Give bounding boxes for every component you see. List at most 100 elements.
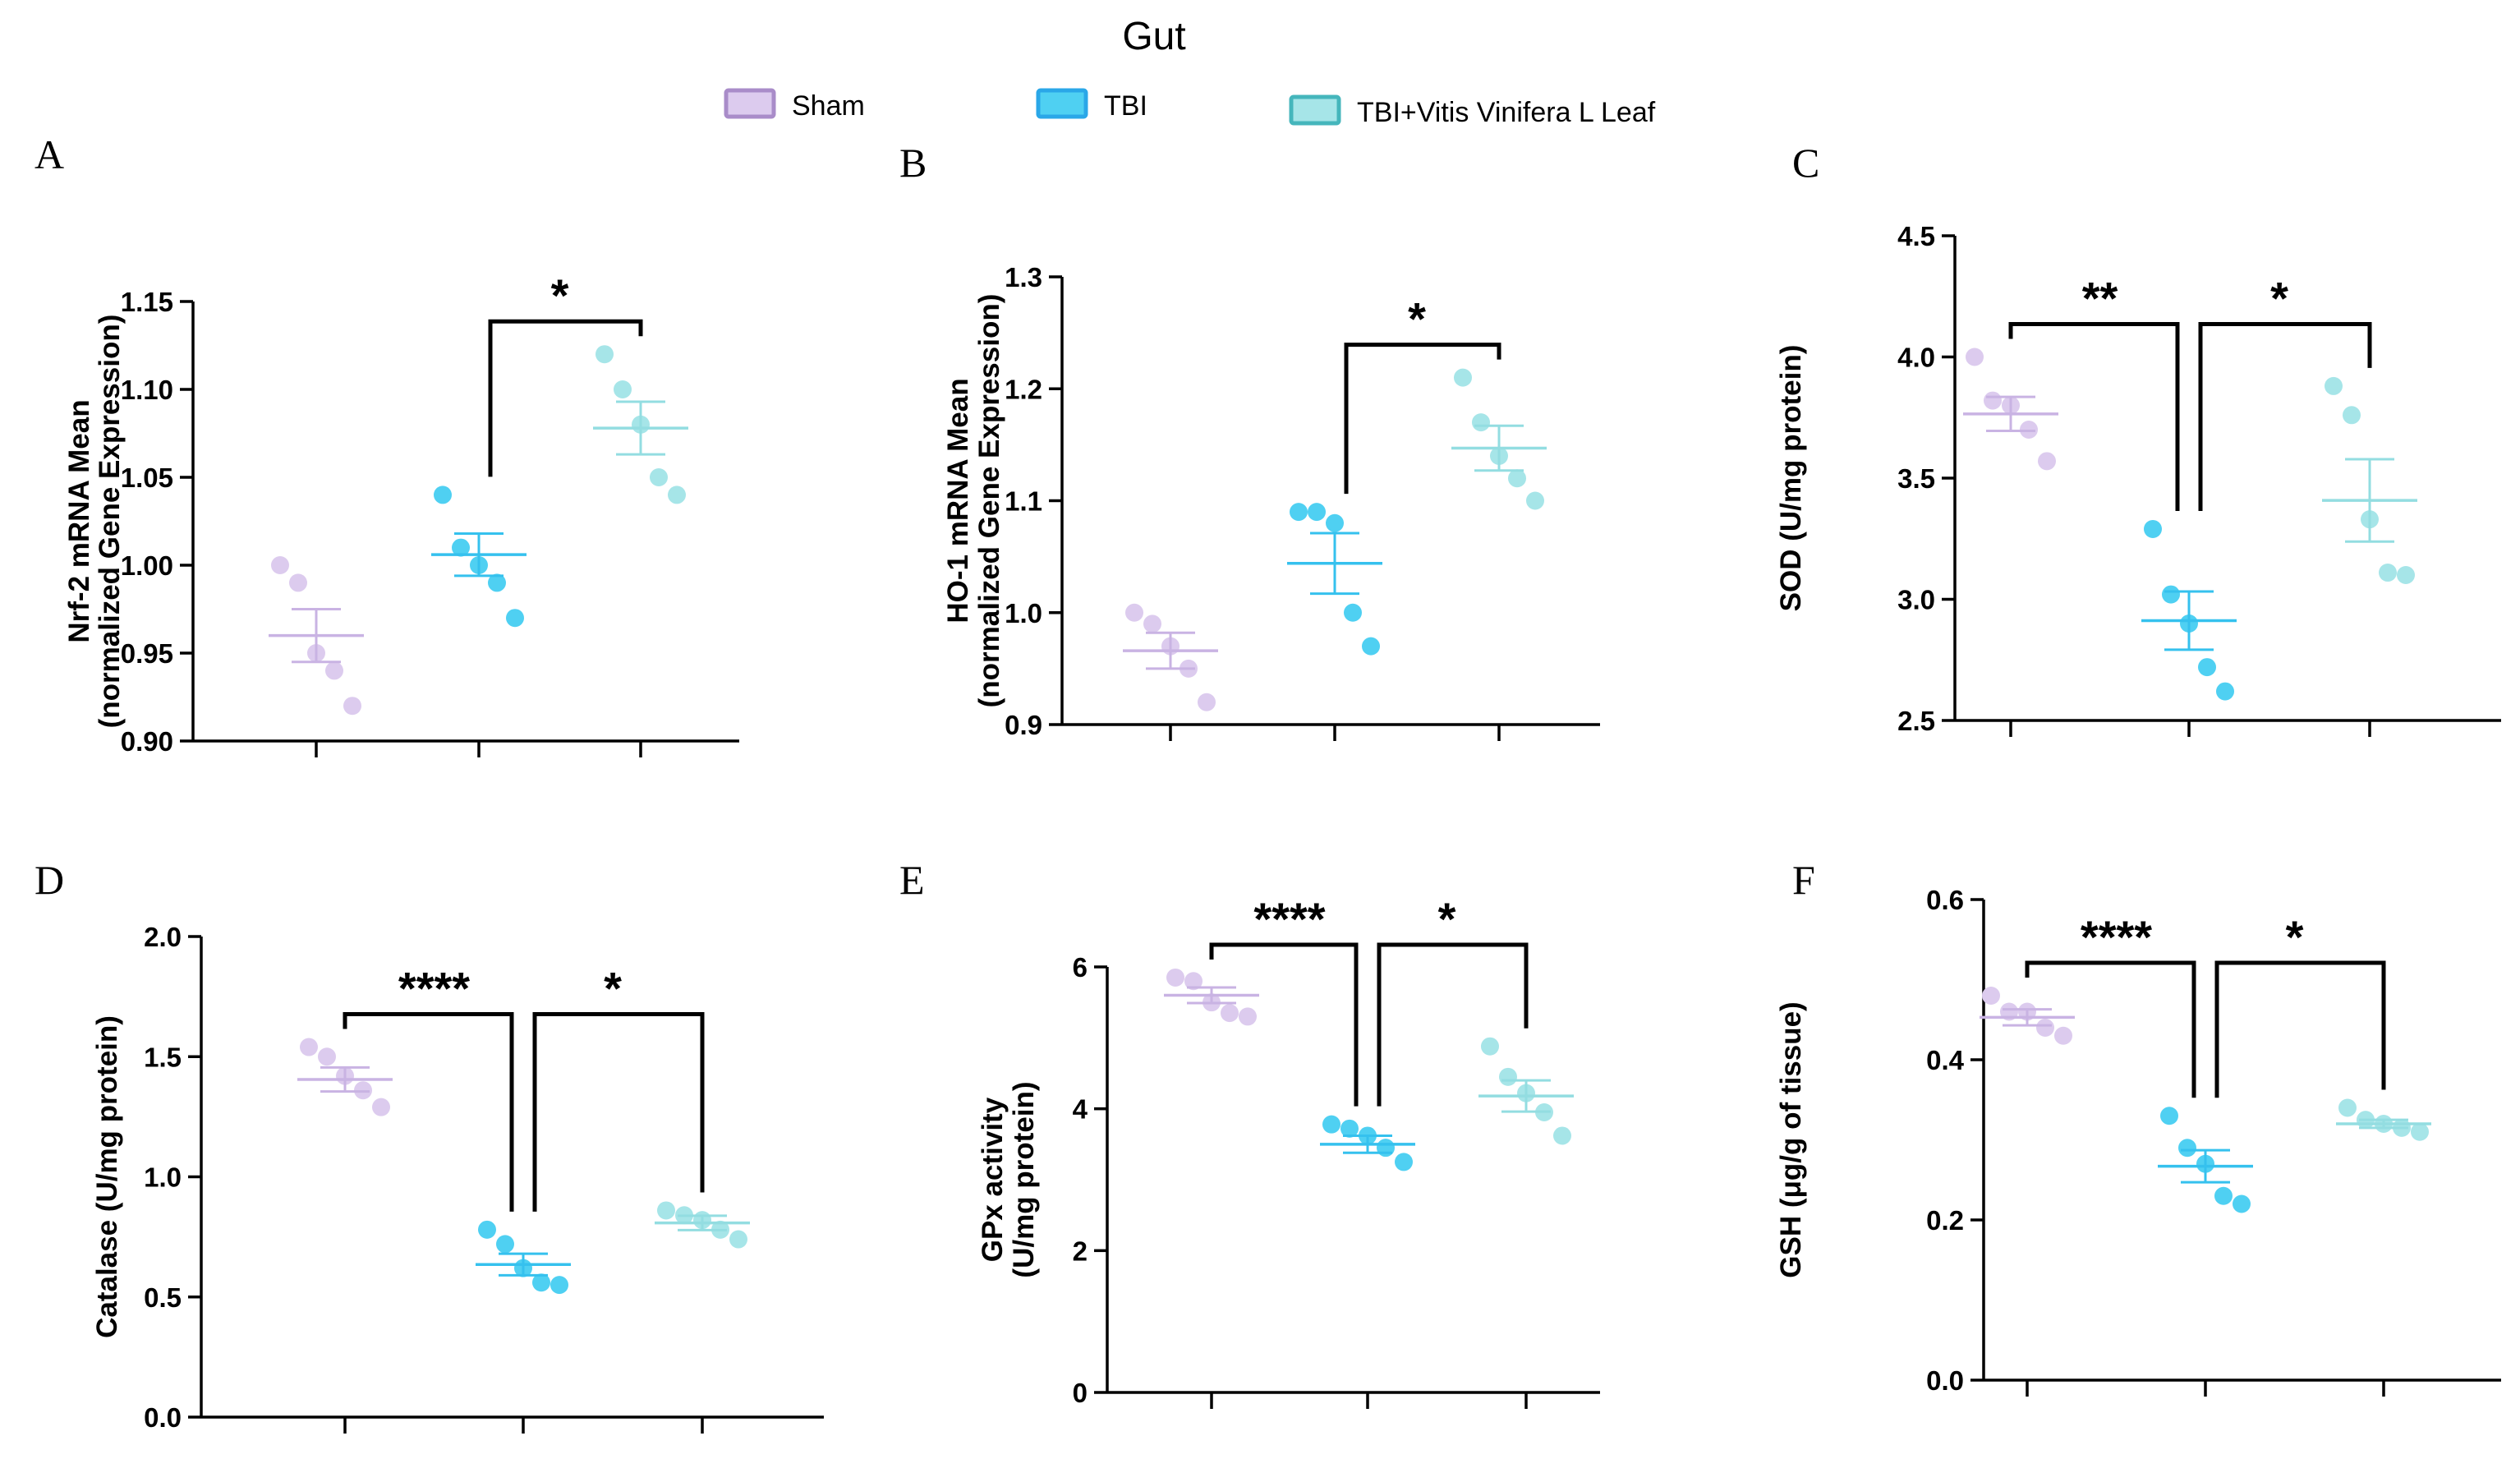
data-point — [729, 1230, 747, 1249]
y-tick-label: 4.0 — [1897, 343, 1935, 373]
data-point — [2038, 452, 2056, 471]
figure-title: Gut — [1122, 15, 1185, 58]
data-point — [1362, 637, 1380, 656]
significance-bracket — [2198, 322, 2372, 511]
data-point — [1395, 1153, 1413, 1171]
y-axis-label: Nrf-2 mRNA Mean — [63, 399, 95, 642]
legend-label-tbi-vitis: TBI+Vitis Vinifera L Leaf — [1357, 97, 1656, 128]
y-tick-label: 0.90 — [121, 726, 173, 757]
data-point — [2343, 406, 2361, 425]
data-point — [596, 345, 614, 364]
data-point — [2411, 1122, 2429, 1141]
data-point — [434, 486, 452, 504]
group-tbi — [1320, 1115, 1415, 1171]
panel-b: B 0.9 1.0 1.1 1.2 1.3 HO-1 mRNA Mean (normalize… — [899, 140, 1600, 741]
significance-bracket — [1344, 343, 1501, 495]
data-point — [1308, 503, 1326, 522]
group-tbi-vitis-vinifera-l-leaf — [2336, 1098, 2431, 1141]
panel-letter: F — [1792, 857, 1815, 903]
data-point — [289, 573, 307, 592]
y-tick-label: 1.15 — [121, 287, 173, 317]
data-point — [271, 556, 289, 574]
y-tick-label: 1.10 — [121, 375, 173, 405]
data-point — [2214, 1186, 2233, 1205]
data-point — [1166, 968, 1184, 987]
significance-label: **** — [398, 963, 470, 1015]
y-tick-label: 2.0 — [144, 922, 182, 952]
y-tick-label: 2 — [1073, 1236, 1088, 1266]
significance-bracket — [1209, 942, 1359, 1107]
group-tbi — [2141, 519, 2237, 701]
data-point — [1239, 1007, 1257, 1026]
significance-label: * — [2286, 911, 2304, 963]
group-tbi-vitis-vinifera-l-leaf — [2322, 376, 2417, 584]
y-tick-label: 1.1 — [1005, 486, 1042, 517]
y-axis-label: SOD (U/mg protein) — [1775, 345, 1807, 612]
data-point — [452, 538, 470, 557]
group-tbi — [476, 1220, 571, 1295]
data-point — [2233, 1194, 2251, 1213]
significance-bracket — [2008, 322, 2180, 511]
y-axis-label: (normalized Gene Expression) — [973, 294, 1005, 708]
y-tick-label: 1.0 — [144, 1162, 182, 1193]
data-point — [2144, 519, 2162, 538]
data-point — [1143, 614, 1161, 633]
y-tick-label: 4 — [1073, 1094, 1088, 1125]
data-point — [1326, 513, 1344, 532]
panel-d: D 0.0 0.5 1.0 1.5 2.0 Catalase (U/mg protein) *… — [34, 857, 824, 1434]
group-sham — [269, 556, 364, 716]
significance-label: * — [604, 963, 622, 1015]
data-point — [1198, 693, 1216, 711]
group-tbi — [2158, 1107, 2253, 1213]
data-point — [614, 380, 632, 398]
y-tick-label: 0.5 — [144, 1282, 182, 1313]
data-point — [532, 1273, 550, 1292]
data-point — [2054, 1026, 2072, 1045]
significance-label: * — [2270, 273, 2288, 324]
significance-bracket — [1377, 942, 1529, 1107]
y-tick-label: 1.00 — [121, 550, 173, 581]
data-point — [318, 1047, 336, 1066]
y-tick-label: 3.0 — [1897, 585, 1935, 615]
panel-letter: E — [899, 857, 925, 903]
data-point — [1966, 347, 1984, 366]
y-axis-label: GPx activity — [977, 1097, 1009, 1262]
data-point — [300, 1038, 318, 1056]
data-point — [550, 1276, 568, 1295]
y-tick-label: 0.0 — [144, 1402, 182, 1433]
data-point — [2178, 1139, 2196, 1158]
significance-label: ** — [2082, 273, 2118, 324]
data-point — [1340, 1119, 1359, 1138]
data-point — [657, 1201, 675, 1220]
data-point — [1184, 972, 1203, 991]
data-point — [2198, 658, 2216, 677]
data-point — [2397, 566, 2415, 584]
y-tick-label: 1.3 — [1005, 262, 1042, 292]
data-point — [2160, 1107, 2178, 1125]
group-sham — [1963, 347, 2058, 471]
panel-a: A 0.90 0.95 1.00 1.05 1.10 1.15 Nrf-2 mRNA Mean… — [34, 131, 739, 757]
data-point — [1125, 603, 1143, 622]
group-sham — [1980, 987, 2075, 1045]
data-point — [668, 486, 686, 504]
y-tick-label: 1.05 — [121, 463, 173, 493]
y-tick-label: 0.6 — [1926, 885, 1964, 915]
significance-bracket — [343, 1012, 514, 1212]
legend-swatch-tbi-vitis — [1289, 94, 1341, 126]
y-tick-label: 0.2 — [1926, 1205, 1964, 1236]
group-sham — [1164, 968, 1259, 1026]
data-point — [325, 661, 343, 680]
data-point — [2325, 376, 2343, 395]
data-point — [2036, 1019, 2054, 1037]
significance-bracket — [488, 319, 643, 477]
data-point — [1377, 1139, 1395, 1158]
group-tbi-vitis-vinifera-l-leaf — [593, 345, 688, 504]
data-point — [2338, 1098, 2357, 1117]
data-point — [1221, 1004, 1239, 1023]
data-point — [1526, 491, 1544, 510]
